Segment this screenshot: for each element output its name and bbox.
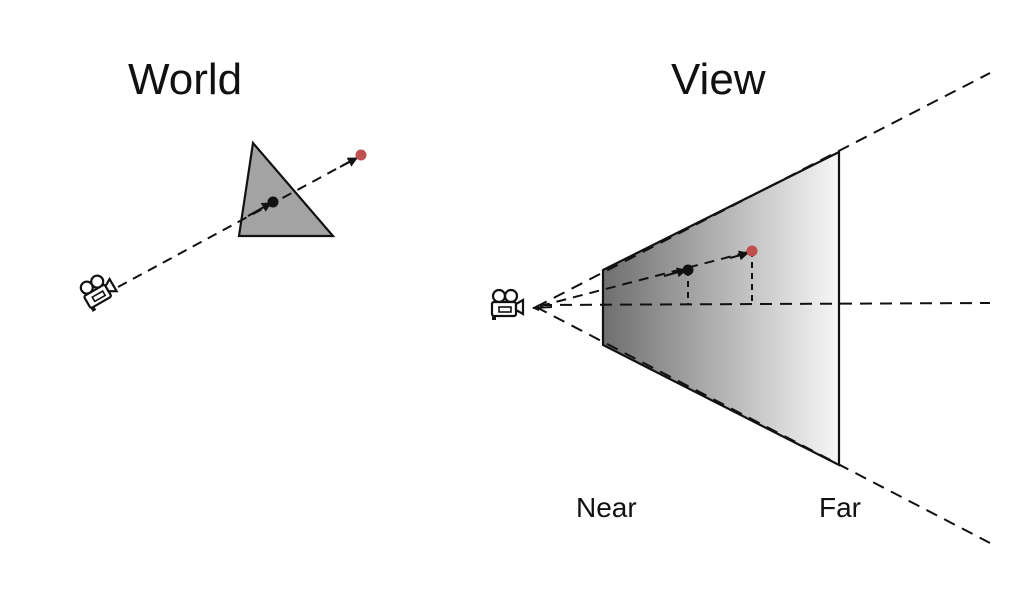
world-surface-point <box>267 196 279 208</box>
frustum-edge-bottom <box>535 306 991 544</box>
view-surface-point <box>682 264 694 276</box>
view-ray-line <box>539 250 753 307</box>
view-title: View <box>671 55 766 104</box>
view-far-point <box>746 245 758 257</box>
world-title: World <box>128 55 243 104</box>
world-ray-line <box>117 154 363 288</box>
view-axis <box>539 302 991 306</box>
far-label: Far <box>819 492 861 523</box>
world-ray-arrow-near <box>247 202 272 217</box>
world-ray-arrow-far <box>339 157 358 168</box>
camera-icon <box>76 269 121 313</box>
world-panel <box>76 140 367 313</box>
frustum-edge-top <box>535 72 991 308</box>
world-triangle <box>237 140 336 238</box>
near-label: Near <box>576 492 637 523</box>
view-panel <box>490 72 991 544</box>
world-far-point <box>355 149 367 161</box>
camera-icon <box>490 288 525 322</box>
view-camera-arrow <box>532 304 553 312</box>
view-ray-arrow-far <box>729 250 749 261</box>
view-frustum <box>601 150 841 467</box>
view-ray-arrow-near <box>663 267 687 278</box>
